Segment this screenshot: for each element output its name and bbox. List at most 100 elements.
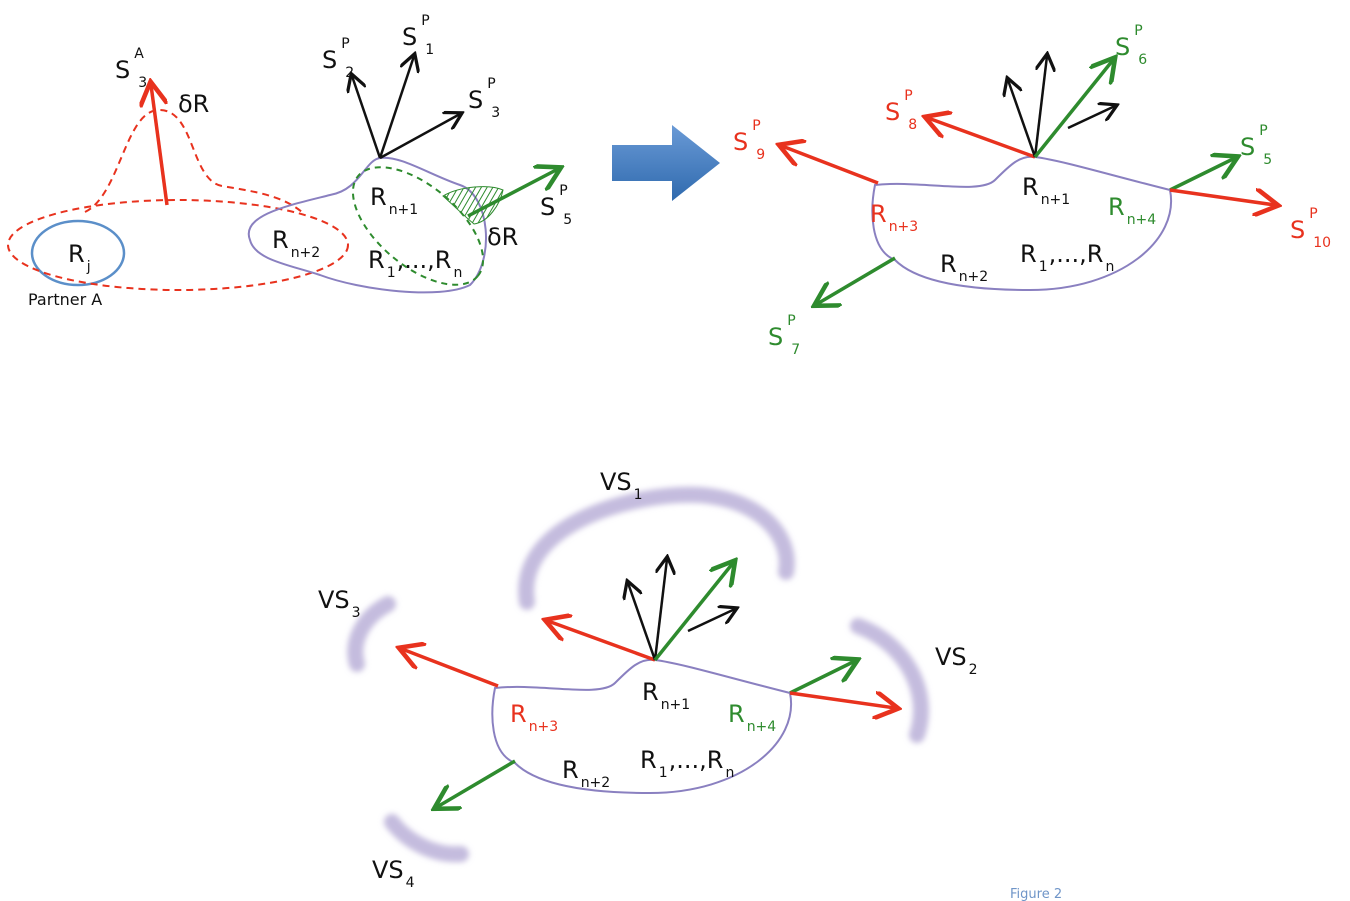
arrow [817,256,896,304]
label-part: δR [178,90,209,118]
label-part: R [510,700,527,728]
label-part: j [86,259,91,275]
label-part: P [904,88,912,104]
label-part: VS [600,468,632,496]
arrow [928,118,1036,159]
label-part: VS [372,856,404,884]
virtual-site [518,486,795,610]
panel-3-shapes [347,486,929,863]
label-part: P [421,13,429,29]
label-part: A [134,46,144,62]
arrow [1169,158,1235,192]
label-part: S [540,193,555,221]
panel-2-shapes [782,56,1275,304]
arrow [1067,106,1115,130]
label-part: P [1309,206,1317,222]
label-part: S [322,46,337,74]
label-part: Partner A [28,290,102,309]
label-part: 3 [491,105,500,121]
label-part: S [1240,133,1255,161]
label-part: P [1134,23,1142,39]
label-part: n+2 [291,245,321,261]
label-part: R [940,250,957,278]
label-part: R [728,700,745,728]
label-part: R [272,226,289,254]
label-part: R [642,678,659,706]
dashed-bump [84,108,303,213]
label-part: R [562,756,579,784]
label-part: n+2 [959,269,989,285]
dashed-region [351,166,485,286]
label-part: P [559,183,567,199]
label-part: 3 [138,75,147,91]
virtual-site [384,814,469,863]
label-part: R [1022,173,1039,201]
label-part: S [885,98,900,126]
arrow [378,56,414,159]
label-part: 10 [1313,235,1331,251]
label-part: n+4 [1127,212,1157,228]
label-part: VS [318,586,350,614]
label-part: 3 [352,605,361,621]
label-part: P [487,76,495,92]
label-part: n+1 [389,202,419,218]
dashed-region [7,199,349,291]
label-part: R [68,240,85,268]
transition-arrow [612,125,720,201]
arrow [467,169,558,218]
label-part: n+4 [747,719,777,735]
label-part: S [768,323,783,351]
arrow [782,146,879,185]
label-part: n+3 [529,719,559,735]
label-part: 2 [345,65,354,81]
label-part: 9 [756,147,765,163]
label-part: ,...,R [669,746,724,774]
label-part: 6 [1138,52,1147,68]
panel-1-shapes [7,56,558,294]
label-part: 1 [1039,259,1048,275]
label-part: R [368,246,385,274]
label-part: 4 [406,875,415,891]
virtual-site [347,596,396,672]
label-part: S [402,23,417,51]
label-part: ,...,R [397,246,452,274]
arrow [379,114,460,160]
virtual-site [850,618,929,743]
label-part: 1 [659,765,668,781]
label-part: n+2 [581,775,611,791]
label-part: P [787,313,795,329]
label-part: S [115,56,130,84]
label-part: 1 [425,42,434,58]
label-part: R [1020,240,1037,268]
arrow [1008,80,1037,158]
label-part: 5 [563,212,572,228]
label-part: R [1108,193,1125,221]
label-part: δR [487,223,518,251]
label-part: R [640,746,657,774]
blob [871,155,1173,292]
arrow [1169,190,1275,205]
arrow [151,85,169,206]
label-part: S [1115,33,1130,61]
partner-shape [30,219,126,287]
label-part: n+1 [661,697,691,713]
label-part: 1 [634,487,643,503]
label-part: n [453,265,462,281]
label-part: VS [935,643,967,671]
label-part: n [1105,259,1114,275]
arrow [352,76,382,159]
label-part: R [870,200,887,228]
label-part: P [1259,123,1267,139]
caption: Figure 2 [1010,887,1062,901]
label-part: 7 [791,342,800,358]
label-part: n+1 [1041,192,1071,208]
label-part: n+3 [889,219,919,235]
label-part: S [468,86,483,114]
label-part: S [1290,216,1305,244]
label-part: 5 [1263,152,1272,168]
label-part: n [725,765,734,781]
arrow [1033,56,1047,158]
label-part: 1 [387,265,396,281]
label-part: R [370,183,387,211]
